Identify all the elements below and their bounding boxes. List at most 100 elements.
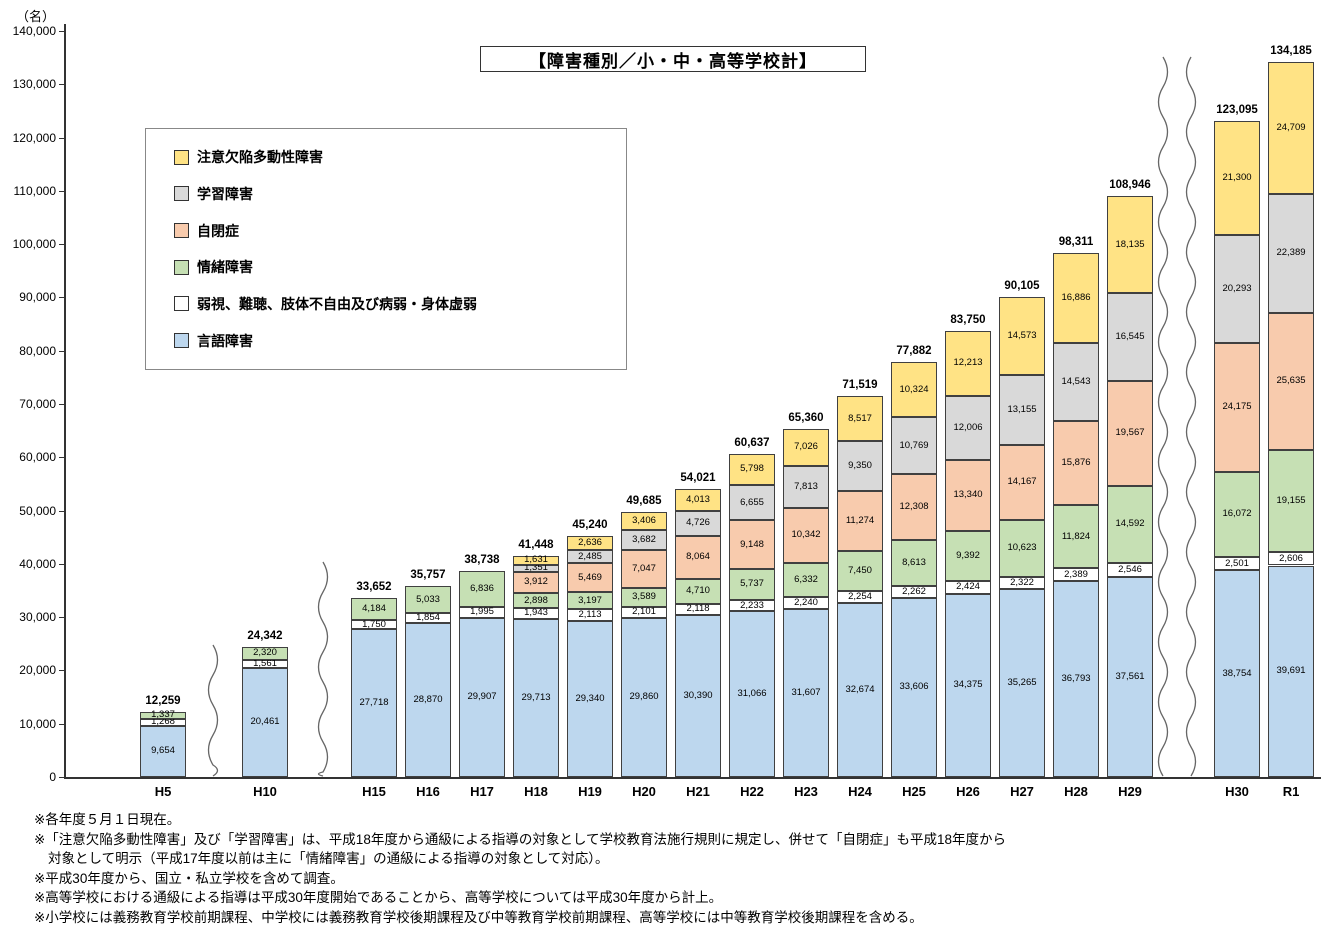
y-tick-label: 10,000	[19, 716, 56, 731]
y-tick-label: 140,000	[12, 24, 56, 38]
bar-segment-value: 5,469	[578, 571, 602, 583]
bar-segment: 2,113	[567, 609, 613, 621]
bar-segment: 20,461	[242, 667, 288, 777]
x-tick-label: H29	[1118, 784, 1142, 799]
bar-segment-value: 19,567	[1115, 427, 1145, 439]
bar-segment-value: 7,450	[848, 565, 872, 577]
bar-segment: 31,607	[783, 608, 829, 777]
bar-segment: 20,293	[1214, 234, 1260, 343]
footnote-line: ※平成30年度から、国立・私立学校を含めて調査。	[34, 870, 344, 886]
bar-segment: 33,606	[891, 597, 937, 777]
bar-segment: 25,635	[1268, 312, 1314, 450]
bar-segment: 7,026	[783, 428, 829, 467]
legend-label: 自閉症	[197, 222, 239, 239]
bar-total-label: 24,342	[247, 630, 283, 643]
bar-segment: 8,064	[675, 535, 721, 579]
bar-segment-value: 5,798	[740, 463, 764, 475]
bar-segment-value: 29,713	[521, 691, 551, 703]
y-axis-unit-label: （名）	[16, 9, 56, 24]
y-tick-label: 0	[49, 770, 56, 784]
bar-segment: 7,047	[621, 550, 667, 588]
y-tick-mark	[59, 137, 64, 139]
bar-segment: 29,907	[459, 617, 505, 777]
bar-segment: 13,155	[999, 374, 1045, 445]
bar-segment: 16,545	[1107, 293, 1153, 382]
bar-segment: 29,340	[567, 620, 613, 777]
bar-segment-value: 8,517	[848, 412, 872, 424]
bar-segment: 30,390	[675, 615, 721, 777]
bar-segment: 19,567	[1107, 381, 1153, 486]
bar-segment-value: 9,392	[956, 549, 980, 561]
legend-label: 学習障害	[197, 185, 253, 202]
x-tick-label: H23	[794, 784, 818, 799]
legend-label: 弱視、難聴、肢体不自由及び病弱・身体虚弱	[197, 295, 477, 312]
bar-segment-value: 1,631	[524, 554, 548, 566]
plot-area: 0 10,000 20,000 30,000 40,000 50,000 60,000 70,…	[12, 24, 1321, 799]
bar-segment-value: 14,573	[1007, 329, 1037, 341]
bar-segment: 2,898	[513, 592, 559, 609]
bar-segment: 1,351	[513, 563, 559, 573]
bar-segment: 31,066	[729, 611, 775, 777]
bar-total-label: 49,685	[626, 495, 662, 508]
bar-segment-value: 1,337	[151, 709, 175, 721]
bar-segment: 2,233	[729, 599, 775, 612]
bar-segment-value: 4,013	[686, 493, 710, 505]
bar-segment-value: 12,006	[953, 421, 983, 433]
bar-segment-value: 11,274	[845, 515, 875, 527]
bar-segment-value: 13,155	[1007, 403, 1037, 415]
bar-total-label: 60,637	[734, 436, 770, 449]
bar-segment: 9,654	[140, 725, 186, 777]
bar-segment-value: 2,118	[686, 603, 710, 615]
bar-total-label: 65,360	[788, 411, 824, 424]
x-tick-label: H15	[362, 784, 386, 799]
y-tick-label: 120,000	[12, 130, 56, 145]
bar-segment: 7,813	[783, 466, 829, 508]
legend: 注意欠陥多動性障害学習障害自閉症情緒障害弱視、難聴、肢体不自由及び病弱・身体虚弱…	[145, 128, 627, 370]
legend-item: 注意欠陥多動性障害	[174, 147, 626, 167]
legend-swatch	[174, 149, 189, 165]
bar-segment: 5,737	[729, 568, 775, 600]
bar-segment: 27,718	[351, 629, 397, 777]
x-tick-label: H21	[686, 784, 710, 799]
bar-segment: 29,860	[621, 617, 667, 777]
bar-segment: 12,006	[945, 395, 991, 460]
bar-segment-value: 5,737	[740, 578, 764, 590]
bar-segment-value: 2,636	[578, 536, 602, 548]
bar-segment-value: 9,350	[848, 460, 872, 472]
bar-total-label: 54,021	[680, 472, 716, 485]
bar-segment-value: 29,907	[467, 691, 497, 703]
bar-segment: 10,769	[891, 417, 937, 475]
y-tick-mark	[59, 404, 64, 405]
bar-segment: 21,300	[1214, 121, 1260, 235]
bar-segment: 1,854	[405, 613, 451, 624]
bar-segment: 6,655	[729, 484, 775, 521]
bar-segment: 2,322	[999, 576, 1045, 590]
legend-item: 情緒障害	[174, 257, 626, 277]
bar-segment: 34,375	[945, 593, 991, 777]
bar-segment: 37,561	[1107, 576, 1153, 777]
x-axis-line	[65, 777, 1321, 779]
bar-segment-value: 12,308	[899, 501, 929, 513]
bar-segment-value: 32,674	[845, 683, 875, 695]
bar-segment: 14,592	[1107, 485, 1153, 564]
bar-segment-value: 38,754	[1222, 667, 1252, 679]
bar-segment: 2,320	[242, 647, 288, 660]
bar-segment-value: 1,561	[253, 657, 277, 669]
bar-segment-value: 2,389	[1064, 568, 1088, 580]
bar-segment: 2,240	[783, 596, 829, 609]
legend-swatch	[174, 223, 189, 239]
bar-segment: 4,710	[675, 578, 721, 604]
bar-segment-value: 18,135	[1115, 238, 1145, 250]
bar-segment-value: 1,943	[524, 607, 548, 619]
bar-segment-value: 29,340	[575, 692, 605, 704]
y-tick-mark	[59, 457, 64, 459]
bar-segment-value: 10,623	[1007, 542, 1037, 554]
footnote-line: ※各年度５月１日現在。	[34, 812, 181, 827]
bar-segment-value: 3,682	[632, 534, 656, 546]
bar-total-label: 77,882	[896, 345, 932, 357]
bar-segment-value: 4,710	[686, 585, 710, 597]
bar-segment: 14,167	[999, 444, 1045, 521]
bar-segment: 2,501	[1214, 557, 1260, 571]
bar-segment: 10,324	[891, 362, 937, 417]
